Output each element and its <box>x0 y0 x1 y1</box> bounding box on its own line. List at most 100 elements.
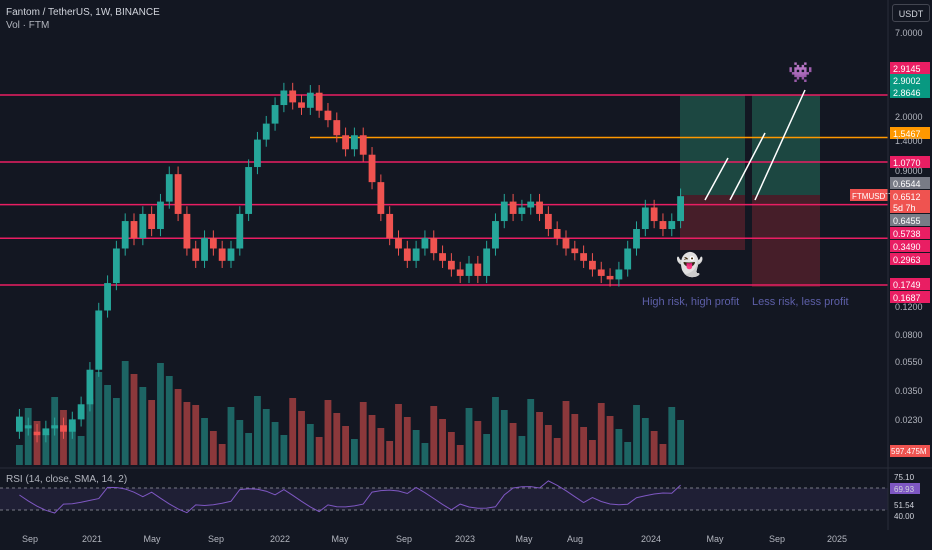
volume-bar <box>624 442 632 465</box>
candle <box>262 123 270 140</box>
volume-bar <box>544 425 552 465</box>
candle <box>351 135 358 150</box>
y-tick-label: 0.1200 <box>895 302 923 312</box>
y-tick-label: 2.0000 <box>895 112 923 122</box>
volume-bar <box>236 420 244 465</box>
candle <box>597 269 605 276</box>
candle <box>130 221 138 239</box>
volume-label-bg <box>890 445 930 457</box>
volume-bar <box>77 436 85 465</box>
rsi-label-bg <box>890 483 920 494</box>
x-tick-label: Sep <box>396 534 412 544</box>
rsi-value: 69.93 <box>894 485 915 494</box>
candle <box>589 260 596 270</box>
x-tick-label: 2021 <box>82 534 102 544</box>
candle <box>359 135 367 155</box>
candle <box>606 275 614 280</box>
volume-bar <box>280 435 288 465</box>
volume-bar <box>157 363 164 465</box>
volume-bar <box>615 429 623 465</box>
x-tick-label: 2022 <box>270 534 290 544</box>
volume-bar <box>24 408 32 465</box>
rsi-label-bg <box>890 471 920 482</box>
candle <box>77 404 85 420</box>
price-label: 0.1749 <box>893 280 921 290</box>
candle <box>439 253 446 261</box>
candle <box>536 201 543 214</box>
price-label-bg <box>890 127 930 139</box>
candle <box>492 221 499 249</box>
x-tick-label: Aug <box>567 534 583 544</box>
volume-bar <box>395 404 402 465</box>
volume-bar <box>351 439 358 465</box>
volume-bar <box>659 444 667 465</box>
rsi-value: 51.54 <box>894 501 915 510</box>
candle <box>254 139 261 168</box>
price-label: 0.2963 <box>893 255 921 265</box>
candle <box>333 120 341 136</box>
volume-bar <box>315 437 323 465</box>
volume-bar <box>430 406 438 465</box>
candle <box>633 229 640 249</box>
currency-button[interactable]: USDT <box>892 4 930 22</box>
volume-bar <box>271 422 279 465</box>
candle <box>386 213 394 239</box>
rsi-label-bg <box>890 510 920 521</box>
volume-bar <box>60 410 67 465</box>
candle <box>447 260 455 270</box>
symbol-label-bg <box>850 189 888 201</box>
price-label: 0.6544 <box>893 179 921 189</box>
volume-bar <box>386 441 394 465</box>
volume-bar <box>192 405 200 465</box>
candle <box>245 167 253 214</box>
y-tick-label: 0.0230 <box>895 415 923 425</box>
x-tick-label: May <box>515 534 533 544</box>
volume-bar <box>492 397 499 465</box>
price-label-bg <box>890 74 930 86</box>
candle <box>509 201 517 214</box>
candle <box>86 369 94 405</box>
volume-bar <box>174 389 182 465</box>
volume-bar <box>112 398 120 465</box>
candle <box>650 207 658 222</box>
candle <box>677 196 684 222</box>
candle <box>324 110 332 121</box>
volume-bar <box>139 387 147 465</box>
candle <box>218 248 226 261</box>
candle <box>500 201 508 222</box>
price-label-bg <box>890 240 930 252</box>
candle <box>174 174 182 214</box>
volume-bar <box>289 398 297 465</box>
volume-bar <box>183 402 191 465</box>
candle <box>112 248 120 284</box>
volume-bar <box>368 415 376 465</box>
rsi-value: 40.00 <box>894 512 915 521</box>
note-less-risk: Less risk, less profit <box>752 296 849 308</box>
price-label: 1.0770 <box>893 158 921 168</box>
candle <box>483 248 491 276</box>
x-tick-label: Sep <box>208 534 224 544</box>
volume-bar <box>324 400 332 465</box>
candle <box>474 263 482 276</box>
candle <box>430 238 438 254</box>
rsi-label: RSI (14, close, SMA, 14, 2) <box>6 474 128 485</box>
symbol-label: FTMUSDT <box>852 192 890 201</box>
x-tick-label: Sep <box>22 534 38 544</box>
volume-bar <box>165 376 173 465</box>
profit-zone <box>680 95 745 195</box>
price-label: 2.9145 <box>893 64 921 74</box>
volume-bar <box>359 402 367 465</box>
price-label-bg <box>890 62 930 74</box>
candle <box>280 90 288 106</box>
volume-bar <box>641 418 649 465</box>
volume-bar <box>245 433 253 465</box>
candle <box>315 92 323 111</box>
price-label: 0.6455 <box>893 216 921 226</box>
candle <box>571 248 579 254</box>
price-label: 0.5738 <box>893 229 921 239</box>
volume-bar <box>465 408 473 465</box>
rsi-value: 75.10 <box>894 473 915 482</box>
volume-bar <box>650 431 658 465</box>
target-arrow <box>754 89 806 201</box>
